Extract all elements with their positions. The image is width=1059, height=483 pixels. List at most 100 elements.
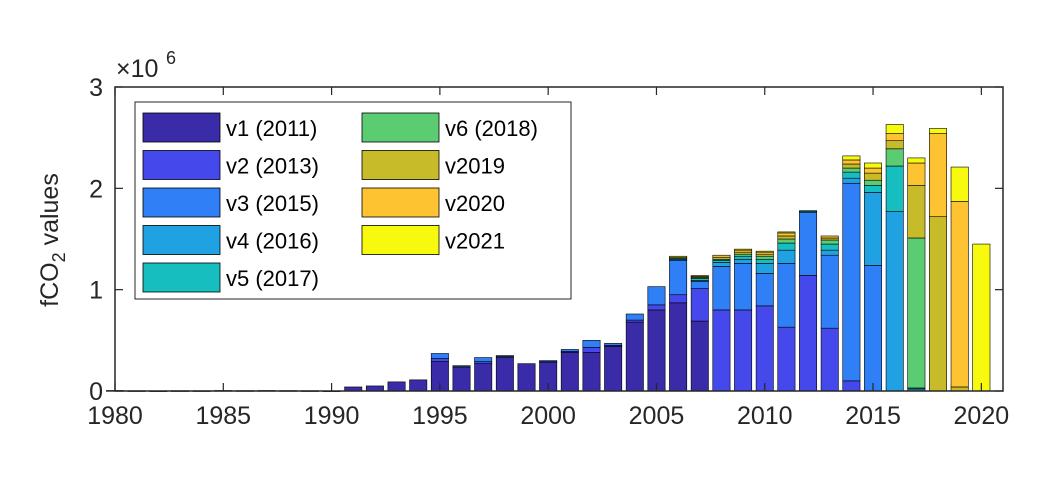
bar-1996-series-1 [452, 367, 471, 392]
legend-swatch [142, 112, 221, 143]
bar-2017-series-6 [907, 237, 926, 389]
bar-2005-series-2 [647, 304, 666, 311]
bar-2008-series-2 [712, 309, 731, 392]
legend-label: v5 (2017) [226, 266, 319, 291]
legend-label: v2020 [445, 191, 505, 216]
bar-1996-series-3 [452, 365, 471, 367]
bar-2020-series-9 [972, 243, 991, 392]
bar-2015-series-9 [864, 162, 883, 169]
bar-2009-series-2 [734, 309, 753, 392]
y-tick-label: 1 [89, 277, 103, 305]
bar-2005-series-3 [647, 286, 666, 306]
bar-2011-series-6 [777, 238, 796, 244]
bars-layer [106, 124, 991, 392]
bar-2016-series-5 [885, 165, 904, 212]
bar-2002-series-1 [582, 352, 601, 392]
bar-2010-series-3 [755, 273, 774, 307]
bar-2014-series-6 [842, 167, 861, 173]
bar-2010-series-9 [755, 250, 774, 253]
bar-2017-series-8 [907, 162, 926, 186]
x-tick-label: 2000 [520, 402, 576, 430]
legend-swatch [361, 225, 440, 255]
bar-2014-series-3 [842, 182, 861, 382]
legend: v1 (2011) v2 (2013) v3 (2015) v4 (2016) v5 (… [134, 101, 572, 300]
legend-swatch [142, 262, 221, 293]
legend-label: v2 (2013) [226, 154, 319, 179]
y-axis-label-suffix: values [36, 173, 64, 252]
bar-2002-series-2 [582, 347, 601, 353]
bar-2014-series-5 [842, 171, 861, 179]
bar-2015-series-5 [864, 184, 883, 193]
x-tick-label: 1980 [87, 402, 143, 430]
bar-2013-series-3 [820, 254, 839, 329]
bar-2012-series-5 [799, 210, 818, 212]
bar-2013-series-5 [820, 243, 839, 251]
y-axis-label-subscript: 2 [49, 252, 69, 262]
bar-2007-series-3 [690, 281, 709, 289]
bar-2006-series-2 [669, 294, 688, 304]
bar-2017-series-9 [907, 157, 926, 164]
bar-2009-series-8 [734, 249, 753, 253]
bar-2011-series-5 [777, 242, 796, 251]
legend-label: v1 (2011) [226, 116, 317, 141]
bar-2010-series-2 [755, 305, 774, 392]
bar-2011-series-4 [777, 249, 796, 264]
bar-1995-series-2 [430, 358, 449, 362]
legend-label: v6 (2018) [445, 116, 538, 141]
bar-1998-series-3 [495, 355, 514, 357]
bar-2008-series-4 [712, 262, 731, 267]
bar-2009-series-9 [734, 248, 753, 251]
bar-2013-series-6 [820, 239, 839, 245]
bar-2007-series-5 [690, 278, 709, 281]
legend-swatch [361, 187, 440, 218]
legend-swatch [142, 225, 221, 255]
y-exponent-base: ×10 [116, 55, 158, 83]
bar-2010-series-7 [755, 253, 774, 257]
bar-2006-series-3 [669, 259, 688, 296]
bar-2008-series-5 [712, 259, 731, 263]
bar-2010-series-5 [755, 258, 774, 264]
x-tick-label: 2005 [629, 402, 685, 430]
bar-2009-series-7 [734, 251, 753, 255]
bar-2017-series-7 [907, 184, 926, 239]
bar-2011-series-8 [777, 232, 796, 237]
bar-2001-series-3 [560, 349, 579, 352]
legend-swatch [142, 150, 221, 180]
x-tick-label: 1990 [304, 402, 360, 430]
y-tick-label: 3 [89, 74, 103, 102]
bar-2003-series-3 [604, 343, 623, 346]
bar-2010-series-4 [755, 263, 774, 274]
bar-1998-series-1 [495, 357, 514, 392]
bar-2011-series-2 [777, 326, 796, 392]
bar-2008-series-8 [712, 254, 731, 258]
bar-2015-series-7 [864, 172, 883, 181]
y-exponent-power: 6 [166, 48, 176, 68]
bar-2016-series-8 [885, 133, 904, 142]
bar-2009-series-3 [734, 263, 753, 311]
bar-2011-series-9 [777, 231, 796, 234]
legend-label: v2021 [445, 229, 505, 254]
bar-2007-series-1 [690, 320, 709, 392]
bar-2004-series-1 [625, 321, 644, 392]
bar-2014-series-8 [842, 159, 861, 165]
bar-2016-series-4 [885, 211, 904, 392]
bar-1997-series-1 [474, 363, 493, 392]
bar-2003-series-1 [604, 346, 623, 392]
bar-2006-series-1 [669, 302, 688, 392]
x-tick-label: 1995 [412, 402, 468, 430]
bar-2009-series-6 [734, 253, 753, 257]
bar-2014-series-9 [842, 155, 861, 161]
bar-2012-series-2 [799, 275, 818, 392]
legend-label: v2019 [445, 154, 505, 179]
bar-2013-series-4 [820, 249, 839, 256]
bar-2016-series-7 [885, 140, 904, 150]
bar-2011-series-3 [777, 263, 796, 328]
bar-2002-series-3 [582, 340, 601, 348]
bar-1997-series-2 [474, 361, 493, 364]
bar-2001-series-1 [560, 352, 579, 392]
bar-2014-series-2 [842, 380, 861, 392]
x-tick-label: 2020 [954, 402, 1010, 430]
axes-box [114, 86, 1004, 392]
bar-2019-series-9 [950, 166, 969, 202]
